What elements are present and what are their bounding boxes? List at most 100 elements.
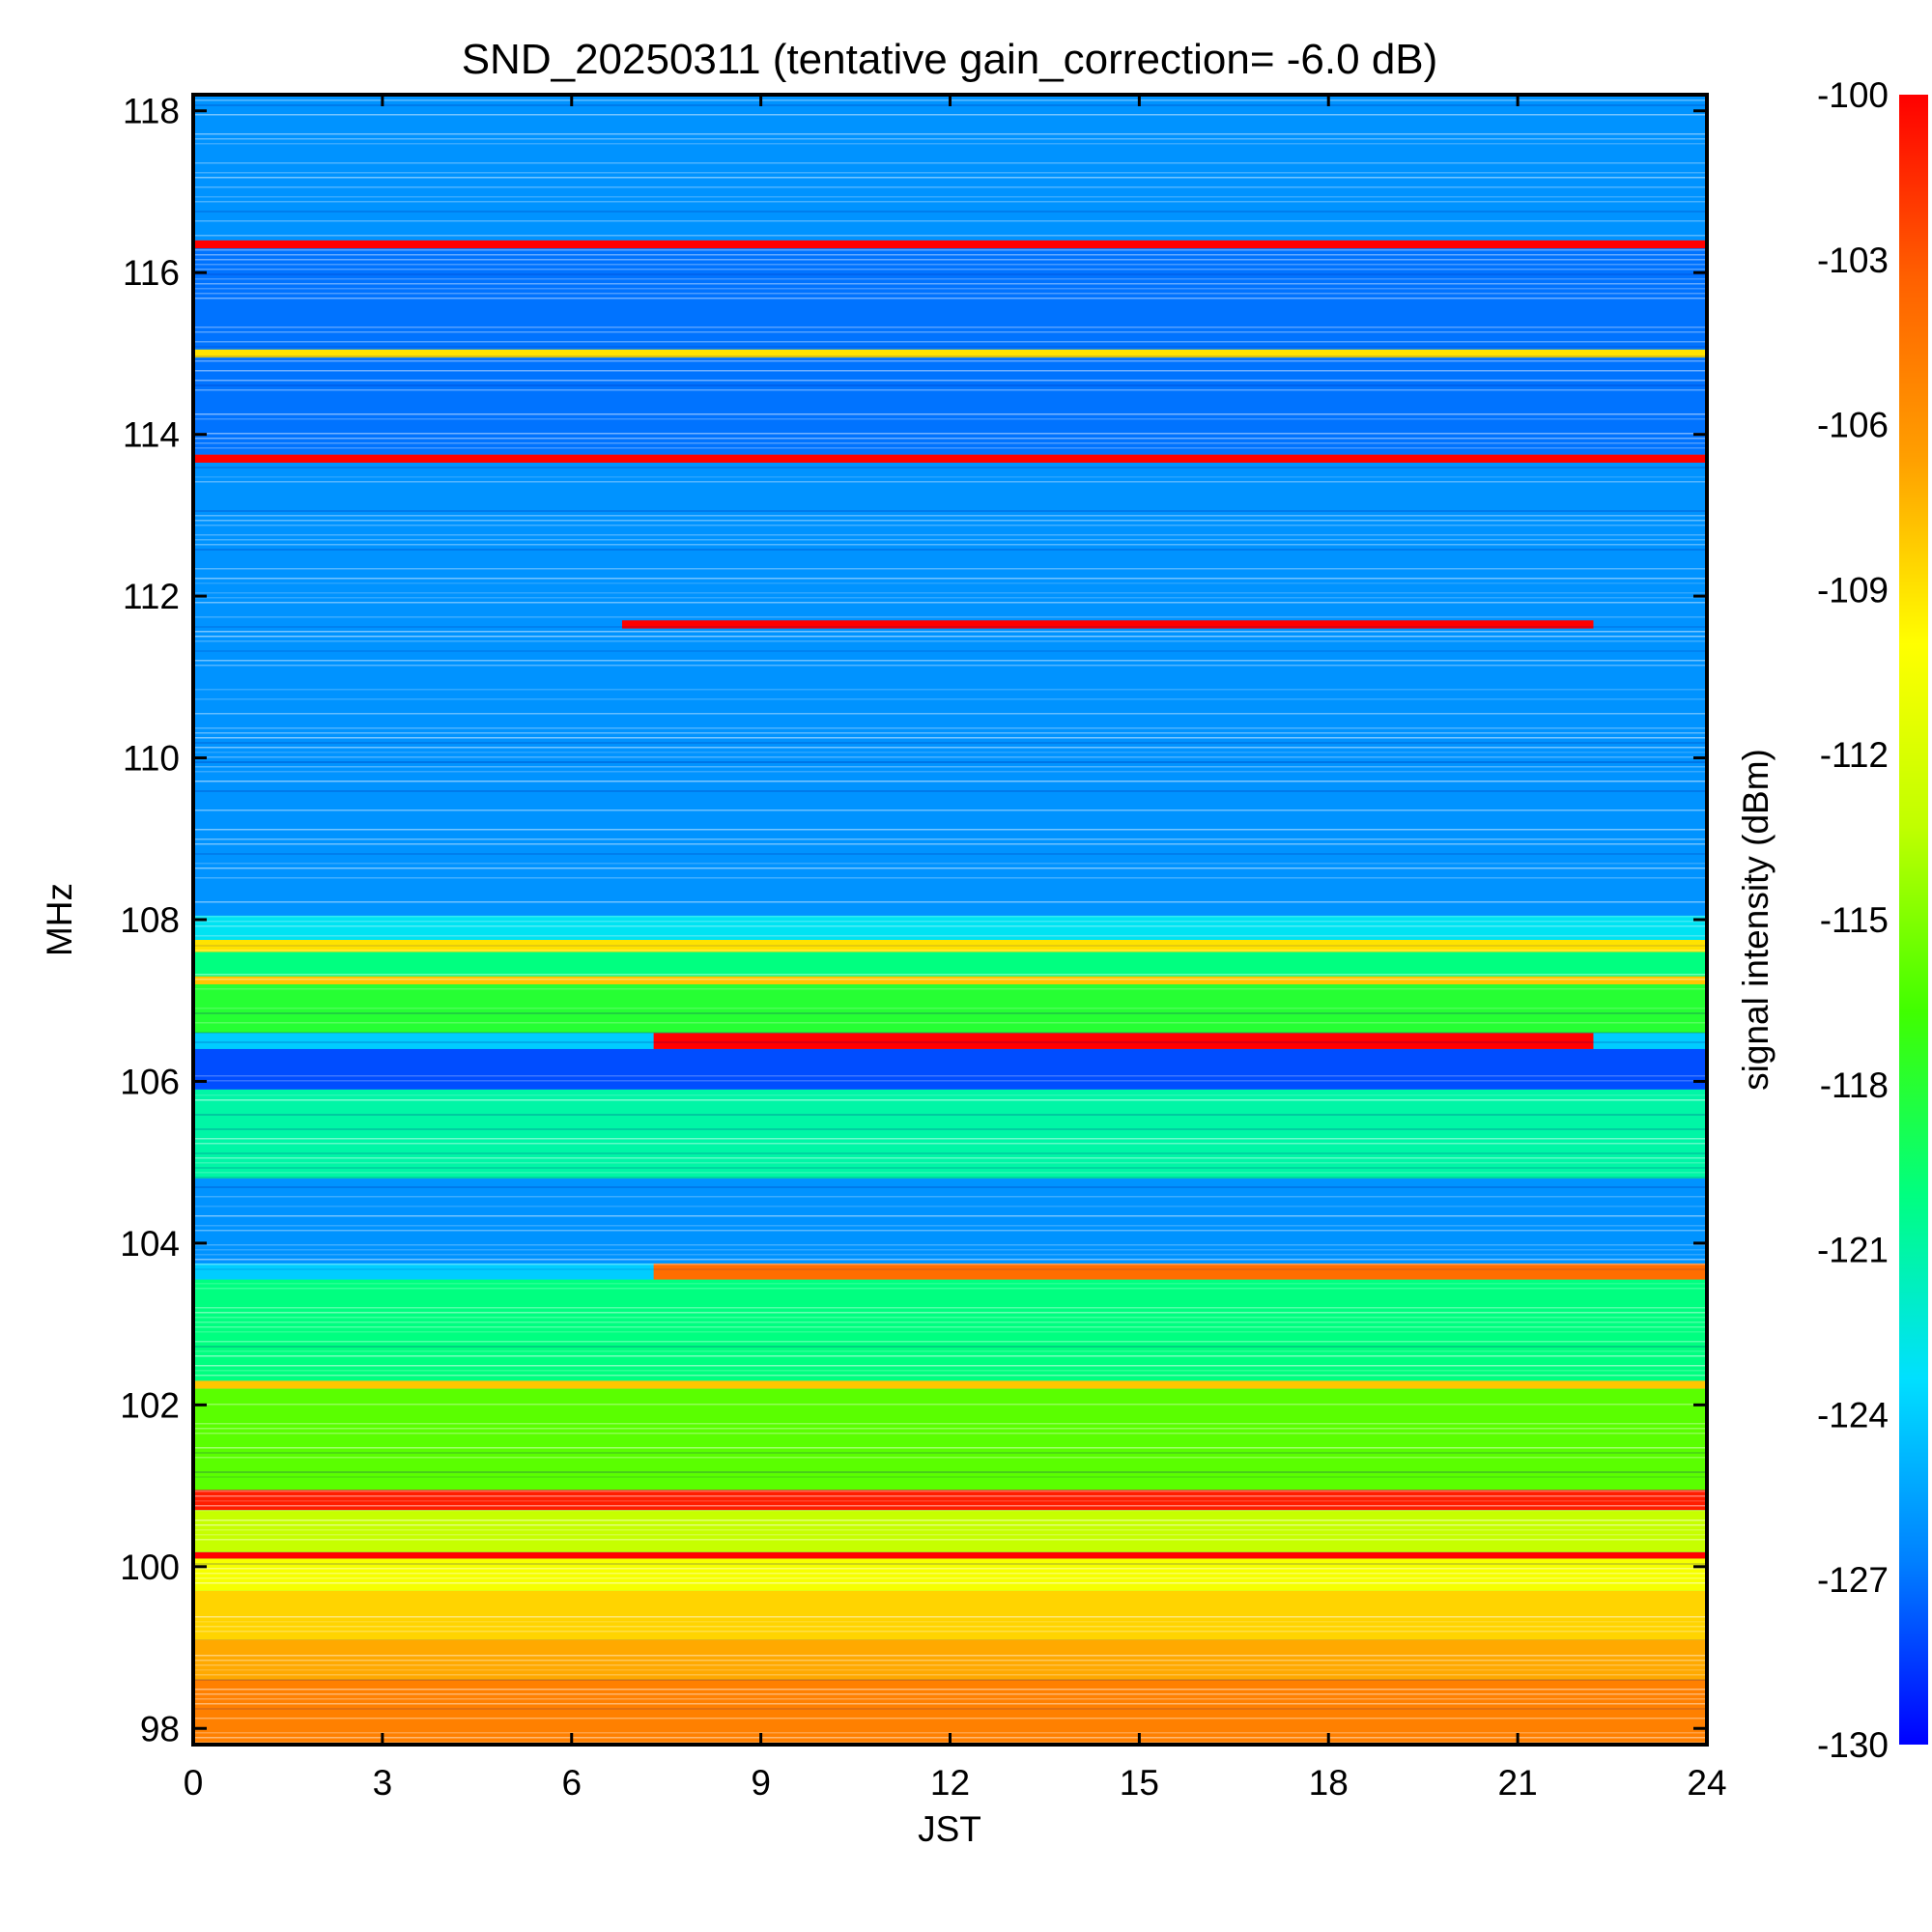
noise-stripe xyxy=(193,925,1707,927)
x-axis: 0 3 6 9 12 15 18 21 24 xyxy=(184,95,1727,1803)
noise-stripe xyxy=(193,935,1707,937)
colorbar-tick-label: -103 xyxy=(1817,241,1889,280)
noise-stripe xyxy=(193,1186,1707,1188)
heatmap-band xyxy=(193,1279,1707,1381)
noise-stripe xyxy=(193,1177,1707,1179)
noise-stripe xyxy=(193,790,1707,792)
noise-stripe xyxy=(193,389,1707,391)
heatmap-noise-texture xyxy=(193,99,1707,1744)
x-tick-label: 18 xyxy=(1309,1763,1349,1803)
noise-stripe xyxy=(193,1215,1707,1217)
heatmap-area xyxy=(193,95,1707,1745)
noise-stripe xyxy=(193,467,1707,469)
noise-stripe xyxy=(193,1563,1707,1565)
noise-stripe xyxy=(193,481,1707,483)
noise-stripe xyxy=(193,877,1707,879)
noise-stripe xyxy=(193,1631,1707,1633)
noise-stripe xyxy=(193,737,1707,739)
noise-stripe xyxy=(193,1365,1707,1367)
noise-stripe xyxy=(193,520,1707,522)
noise-stripe xyxy=(193,582,1707,584)
noise-stripe xyxy=(193,1577,1707,1579)
noise-stripe xyxy=(193,650,1707,652)
noise-stripe xyxy=(193,781,1707,782)
noise-stripe xyxy=(193,1510,1707,1512)
noise-stripe xyxy=(193,1075,1707,1077)
heatmap-band xyxy=(193,915,1707,940)
noise-stripe xyxy=(193,578,1707,580)
noise-stripe xyxy=(193,1080,1707,1082)
noise-stripe xyxy=(193,838,1707,840)
noise-stripe xyxy=(193,1370,1707,1372)
noise-stripe xyxy=(193,544,1707,546)
noise-stripe xyxy=(193,1433,1707,1435)
noise-stripe xyxy=(193,1331,1707,1333)
y-tick-label: 98 xyxy=(140,1709,180,1748)
noise-stripe xyxy=(193,747,1707,749)
noise-stripe xyxy=(193,235,1707,237)
noise-stripe xyxy=(193,1259,1707,1261)
noise-stripe xyxy=(193,1230,1707,1232)
noise-stripe xyxy=(193,1447,1707,1449)
noise-stripe xyxy=(193,220,1707,222)
heatmap-band xyxy=(653,1263,1707,1280)
heatmap-band xyxy=(621,620,1594,629)
noise-stripe xyxy=(193,1660,1707,1662)
noise-stripe xyxy=(193,1428,1707,1430)
noise-stripe xyxy=(193,597,1707,599)
noise-stripe xyxy=(193,916,1707,918)
heatmap-band xyxy=(193,1639,1707,1681)
noise-stripe xyxy=(193,1491,1707,1492)
noise-stripe xyxy=(193,1669,1707,1671)
heatmap-band xyxy=(193,1510,1707,1552)
noise-stripe xyxy=(193,278,1707,280)
noise-stripe xyxy=(193,1573,1707,1575)
noise-stripe xyxy=(193,1254,1707,1256)
noise-stripe xyxy=(193,355,1707,357)
noise-stripe xyxy=(193,867,1707,869)
noise-stripe xyxy=(193,1032,1707,1034)
noise-stripe xyxy=(193,525,1707,526)
colorbar-tick-label: -118 xyxy=(1820,1065,1889,1105)
colorbar-tick-label: -130 xyxy=(1817,1725,1889,1765)
noise-stripe xyxy=(193,1157,1707,1159)
heatmap-band xyxy=(193,1590,1707,1640)
noise-stripe xyxy=(193,1582,1707,1584)
noise-stripe xyxy=(193,863,1707,865)
noise-stripe xyxy=(193,1094,1707,1096)
noise-stripe xyxy=(193,1138,1707,1140)
noise-stripe xyxy=(193,211,1707,213)
noise-stripe xyxy=(193,1099,1707,1101)
noise-stripe xyxy=(193,1693,1707,1695)
heatmap-band xyxy=(193,976,1707,984)
noise-stripe xyxy=(193,1288,1707,1290)
noise-stripe xyxy=(193,1529,1707,1531)
noise-stripe xyxy=(193,660,1707,662)
heatmap-band xyxy=(193,1558,1707,1591)
noise-stripe xyxy=(193,829,1707,831)
noise-stripe xyxy=(193,1476,1707,1478)
noise-stripe xyxy=(193,1321,1707,1323)
noise-stripe xyxy=(193,1375,1707,1377)
noise-stripe xyxy=(193,138,1707,140)
noise-stripe xyxy=(193,1471,1707,1473)
noise-stripe xyxy=(193,974,1707,976)
noise-stripe xyxy=(193,1268,1707,1270)
noise-stripe xyxy=(193,418,1707,420)
noise-stripe xyxy=(193,988,1707,990)
heatmap-band xyxy=(193,983,1707,1034)
noise-stripe xyxy=(193,447,1707,449)
noise-stripe xyxy=(193,201,1707,203)
heatmap-band xyxy=(193,1089,1707,1179)
y-tick-label: 102 xyxy=(120,1385,180,1425)
x-tick-label: 9 xyxy=(751,1763,771,1803)
noise-stripe xyxy=(193,433,1707,435)
noise-stripe xyxy=(193,1346,1707,1348)
noise-stripe xyxy=(193,636,1707,638)
heatmap-band xyxy=(193,1178,1707,1264)
noise-stripe xyxy=(193,534,1707,536)
noise-stripe xyxy=(193,979,1707,980)
noise-stripe xyxy=(193,249,1707,251)
heatmap-band xyxy=(193,357,1707,455)
colorbar xyxy=(1899,95,1928,1745)
